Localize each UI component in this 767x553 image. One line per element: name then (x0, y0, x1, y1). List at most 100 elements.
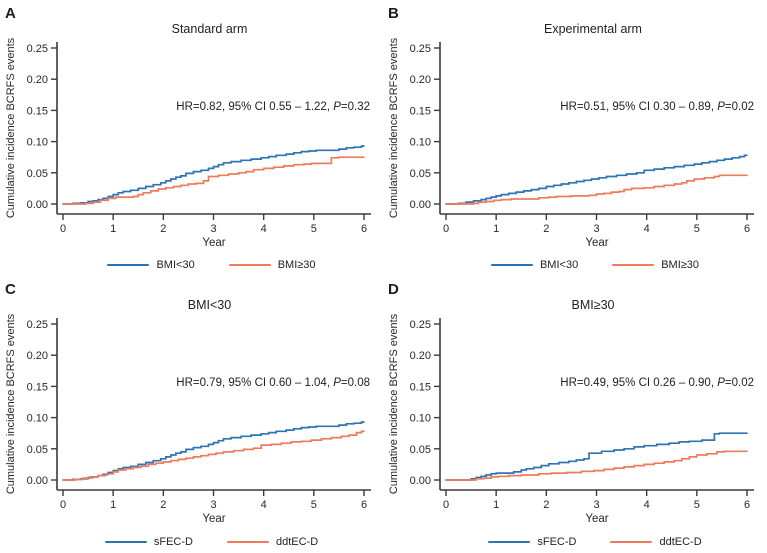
legend: sFEC-D ddtEC-D (40, 536, 383, 548)
p-value-text: =0.02 (724, 377, 754, 389)
x-tick-label: 3 (210, 499, 216, 511)
x-tick-label: 0 (60, 223, 66, 235)
legend-line-swatch (228, 263, 271, 267)
legend-line-swatch (488, 540, 531, 544)
legend-item: BMI≥30 (228, 259, 316, 271)
legend-label: ddtEC-D (275, 536, 319, 548)
x-tick-label: 5 (311, 499, 317, 511)
p-symbol: P (333, 101, 341, 113)
x-tick-label: 5 (311, 223, 317, 235)
series-curve (445, 450, 748, 481)
panel-title: Experimental arm (544, 22, 642, 36)
x-tick-label: 3 (210, 223, 216, 235)
x-tick-label: 4 (261, 499, 267, 511)
hr-text: HR=0.49, 95% CI 0.26 – 0.90, (560, 377, 718, 389)
y-tick-label: 0.15 (410, 381, 431, 393)
p-symbol: P (717, 101, 725, 113)
x-tick-label: 5 (694, 499, 700, 511)
y-tick-label: 0.05 (410, 168, 431, 180)
y-tick-label: 0.00 (27, 199, 48, 211)
legend-item: sFEC-D (488, 536, 576, 548)
p-symbol: P (333, 377, 341, 389)
plot-svg-d: 0.00 0.05 0.10 0.15 0.20 0.25 0 1 2 3 4 5 6 Year Cumul… (388, 313, 754, 525)
y-tick-label: 0.20 (27, 350, 48, 362)
y-axis-label: Cumulative incidence BCRFS events (5, 313, 17, 494)
x-tick-label: 3 (593, 223, 599, 235)
series-curve (445, 174, 748, 205)
legend-item: ddtEC-D (226, 536, 319, 548)
series-curve (445, 154, 748, 205)
x-tick-label: 1 (493, 223, 499, 235)
x-tick-label: 5 (694, 223, 700, 235)
legend-line-swatch (610, 540, 653, 544)
hr-annotation: HR=0.49, 95% CI 0.26 – 0.90, P=0.02 (560, 377, 754, 389)
legend-line-swatch (226, 540, 269, 544)
legend-item: sFEC-D (104, 536, 193, 548)
p-value-text: =0.32 (340, 101, 370, 113)
legend-line-swatch (107, 263, 150, 267)
legend-item: BMI<30 (107, 259, 195, 271)
legend-item: ddtEC-D (610, 536, 702, 548)
legend-label: sFEC-D (153, 536, 193, 548)
panel-letter: A (5, 5, 16, 22)
x-tick-label: 0 (60, 499, 66, 511)
x-tick-label: 1 (110, 499, 116, 511)
y-tick-label: 0.05 (27, 168, 48, 180)
panel-title: Standard arm (171, 22, 248, 36)
plot-svg-c: 0.00 0.05 0.10 0.15 0.20 0.25 0 1 2 3 4 5 6 Year Cumul… (5, 313, 371, 525)
legend-item: BMI≥30 (612, 259, 699, 271)
hr-annotation: HR=0.82, 95% CI 0.55 – 1.22, P=0.32 (176, 101, 370, 113)
y-tick-label: 0.10 (27, 413, 48, 425)
y-tick-label: 0.25 (410, 319, 431, 331)
panel-title: BMI<30 (187, 298, 232, 312)
panel-letter: B (388, 5, 399, 22)
legend: sFEC-D ddtEC-D (423, 536, 767, 548)
legend-label: BMI≥30 (661, 259, 700, 271)
y-tick-label: 0.10 (27, 137, 48, 149)
panel-letter: D (388, 281, 399, 298)
legend-line-swatch (490, 263, 533, 267)
x-tick-label: 2 (160, 499, 166, 511)
legend: BMI<30 BMI≥30 (40, 259, 383, 271)
x-axis-label: Year (585, 513, 608, 525)
x-axis-label: Year (585, 237, 608, 249)
panel-c: 0.00 0.05 0.10 0.15 0.20 0.25 0 1 2 3 4 5 6 Year Cumul… (0, 276, 383, 553)
x-tick-label: 6 (744, 223, 750, 235)
y-tick-label: 0.25 (410, 43, 431, 55)
panel-d: 0.00 0.05 0.10 0.15 0.20 0.25 0 1 2 3 4 5 6 Year Cumul… (383, 276, 767, 553)
legend-item: BMI<30 (490, 259, 578, 271)
y-tick-label: 0.25 (27, 43, 48, 55)
y-tick-label: 0.15 (27, 381, 48, 393)
legend-label: BMI<30 (156, 259, 195, 271)
panel-title: BMI≥30 (571, 298, 615, 312)
legend-label: sFEC-D (537, 536, 577, 548)
p-symbol: P (717, 377, 725, 389)
x-axis-label: Year (202, 513, 225, 525)
y-tick-label: 0.25 (27, 319, 48, 331)
x-tick-label: 6 (744, 499, 750, 511)
series-curve (62, 430, 365, 481)
x-tick-label: 6 (361, 223, 367, 235)
x-tick-label: 6 (361, 499, 367, 511)
x-tick-label: 4 (644, 223, 650, 235)
y-tick-label: 0.10 (410, 137, 431, 149)
panel-b: 0.00 0.05 0.10 0.15 0.20 0.25 0 1 2 3 4 5 6 Year Cumul… (383, 0, 767, 276)
y-axis-label: Cumulative incidence BCRFS events (5, 37, 17, 218)
panel-a: 0.00 0.05 0.10 0.15 0.20 0.25 0 1 2 3 4 5 6 Year Cumul… (0, 0, 383, 276)
y-tick-label: 0.15 (410, 105, 431, 117)
y-tick-label: 0.05 (27, 444, 48, 456)
x-tick-label: 2 (160, 223, 166, 235)
series-curve (62, 421, 365, 481)
y-axis-label: Cumulative incidence BCRFS events (388, 313, 400, 494)
hr-text: HR=0.51, 95% CI 0.30 – 0.89, (560, 101, 718, 113)
x-tick-label: 4 (261, 223, 267, 235)
p-value-text: =0.02 (724, 101, 754, 113)
y-tick-label: 0.00 (410, 475, 431, 487)
legend: BMI<30 BMI≥30 (423, 259, 767, 271)
x-tick-label: 1 (493, 499, 499, 511)
legend-line-swatch (104, 540, 147, 544)
hr-annotation: HR=0.51, 95% CI 0.30 – 0.89, P=0.02 (560, 101, 754, 113)
x-tick-label: 1 (110, 223, 116, 235)
x-axis-label: Year (202, 237, 225, 249)
series-curve (62, 156, 365, 205)
